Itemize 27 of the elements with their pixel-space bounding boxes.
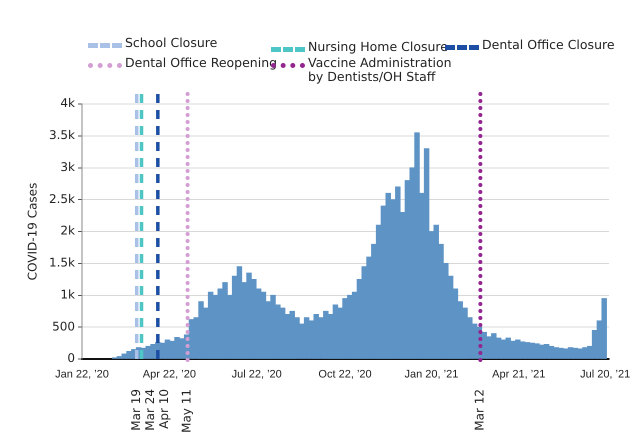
x-tick-label: Apr 21, ’21 (492, 368, 546, 381)
y-tick-label: 0 (67, 351, 75, 366)
y-tick-label: 500 (52, 319, 75, 334)
legend-label: Nursing Home Closure (308, 39, 448, 54)
legend-label: Dental Office Closure (482, 37, 615, 52)
y-tick-label: 1.5k (48, 256, 76, 270)
y-tick-label: 2k (60, 224, 76, 238)
y-tick-label: 4k (60, 96, 76, 110)
y-tick-label: 2.5k (48, 192, 76, 206)
legend-label: Dental Office Reopening (125, 55, 278, 70)
x-tick-label: Oct 22, ’20 (318, 368, 372, 381)
text: Mar 24 (142, 389, 157, 431)
x-tick-label: Jul 20, ’21 (580, 368, 630, 381)
y-axis-title: COVID-19 Cases (25, 182, 40, 280)
x-tick-label: Jan 20, ’21 (404, 368, 458, 381)
x-tick-label: Apr 22, ’20 (142, 368, 196, 381)
legend-label: School Closure (125, 35, 218, 50)
text: Mar 19 (128, 389, 143, 431)
text: Apr 10 (156, 389, 171, 429)
text: Mar 12 (472, 389, 486, 431)
x-tick-label: Jul 22, ’20 (232, 368, 282, 381)
legend-label: Vaccine Administration by Dentists/OH Staff (308, 55, 452, 84)
y-tick-label: 1k (60, 287, 76, 302)
x-tick-label: Jan 22, ’20 (55, 368, 109, 381)
text: May 11 (180, 389, 194, 433)
y-tick-label: 3k (60, 160, 76, 174)
y-tick-label: 3.5k (48, 128, 76, 142)
